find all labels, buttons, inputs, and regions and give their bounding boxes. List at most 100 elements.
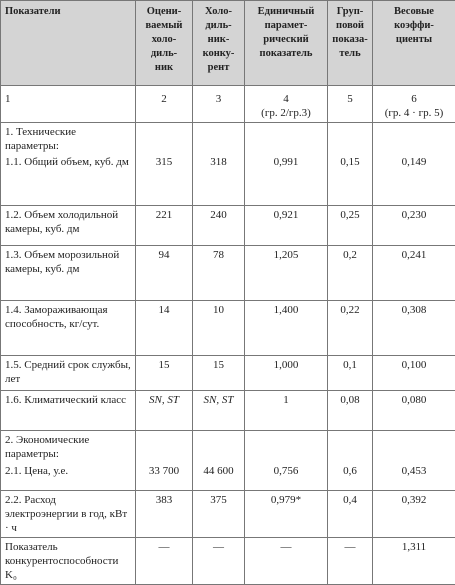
cell-text: —: [197, 540, 240, 554]
row-label: 1.3. Объем морозильной камеры, куб. дм: [1, 245, 136, 300]
cell-text: рический: [249, 33, 323, 47]
numbering-cell: 6(гр. 4 · гр. 5): [373, 86, 455, 123]
cell-text: 0,979*: [249, 493, 323, 507]
value-cell: 10: [193, 300, 245, 355]
cell-text: Оцени-: [140, 5, 188, 19]
cell-text: 2. Экономические параметры:: [5, 433, 131, 461]
cell-text: 0,756: [249, 464, 323, 478]
cell-text: 0,230: [377, 208, 451, 222]
cell-text: 0,149: [377, 155, 451, 169]
value-cell: 0,6: [328, 462, 373, 490]
cell-text: 3: [197, 92, 240, 106]
cell-text: 4: [249, 92, 323, 106]
value-cell: [193, 430, 245, 462]
cell-text: 94: [140, 248, 188, 262]
value-cell: 15: [136, 355, 193, 390]
cell-text: 0,392: [377, 493, 451, 507]
cell-text: (гр. 4 · гр. 5): [377, 106, 451, 120]
row-label: 1.4. Замораживающая способность, кг/сут.: [1, 300, 136, 355]
cell-text: повой: [332, 19, 368, 33]
cell-text: 14: [140, 303, 188, 317]
cell-text: —: [140, 540, 188, 554]
value-cell: 0,2: [328, 245, 373, 300]
cell-text: 1.6. Климатический класс: [5, 393, 131, 407]
value-cell: [136, 430, 193, 462]
value-cell: [328, 123, 373, 154]
value-cell: 1,400: [245, 300, 328, 355]
cell-text: конку-: [197, 47, 240, 61]
value-cell: 1,311: [373, 537, 455, 584]
value-cell: 0,230: [373, 205, 455, 245]
cell-text: 0,308: [377, 303, 451, 317]
cell-text: 0,991: [249, 155, 323, 169]
value-cell: 33 700: [136, 462, 193, 490]
data-row: 1.3. Объем морозильной камеры, куб. дм 94…: [1, 245, 455, 300]
cell-text: 1.5. Средний срок службы, лет: [5, 358, 131, 386]
cell-text: 0,921: [249, 208, 323, 222]
cell-text: коэффи-: [377, 19, 451, 33]
cell-text: диль-: [197, 19, 240, 33]
cell-text: 315: [140, 155, 188, 169]
cell-text: Холо-: [197, 5, 240, 19]
cell-text: 78: [197, 248, 240, 262]
value-cell: 0,25: [328, 205, 373, 245]
cell-text: циенты: [377, 33, 451, 47]
row-label: 1.2. Объем холодильной камеры, куб. дм: [1, 205, 136, 245]
cell-text: 1,205: [249, 248, 323, 262]
row-label: 1.6. Климатический класс: [1, 390, 136, 430]
cell-text: SN, ST: [140, 393, 188, 407]
data-row: 2.2. Расход электроэнергии в год, кВт · …: [1, 490, 455, 537]
value-cell: 94: [136, 245, 193, 300]
cell-text: парамет-: [249, 19, 323, 33]
cell-text: ник: [140, 61, 188, 75]
value-cell: [245, 430, 328, 462]
value-cell: 0,08: [328, 390, 373, 430]
cell-text: 33 700: [140, 464, 188, 478]
numbering-cell: 5: [328, 86, 373, 123]
numbering-cell: 1: [1, 86, 136, 123]
value-cell: 0,1: [328, 355, 373, 390]
cell-text: 0,08: [332, 393, 368, 407]
cell-text: 5: [332, 92, 368, 106]
header-cell: Холо-диль-ник-конку-рент: [193, 1, 245, 86]
row-label: 2.1. Цена, у.е.: [1, 462, 136, 490]
value-cell: 375: [193, 490, 245, 537]
cell-text: 0,2: [332, 248, 368, 262]
cell-text: 0,080: [377, 393, 451, 407]
value-cell: 1: [245, 390, 328, 430]
cell-text: 0,15: [332, 155, 368, 169]
row-label: 1.5. Средний срок службы, лет: [1, 355, 136, 390]
value-cell: 0,979*: [245, 490, 328, 537]
cell-text: ник-: [197, 33, 240, 47]
row-label: 1. Технические параметры:: [1, 123, 136, 154]
cell-text: 383: [140, 493, 188, 507]
cell-text: 0,4: [332, 493, 368, 507]
cell-text: 375: [197, 493, 240, 507]
value-cell: [245, 123, 328, 154]
cell-text: показа-: [332, 33, 368, 47]
cell-text: 1: [5, 92, 131, 106]
cell-text: (гр. 2/гр.3): [249, 106, 323, 120]
value-cell: 0,241: [373, 245, 455, 300]
cell-text: Показатель конкурентоспособности K₀: [5, 540, 131, 582]
value-cell: 0,756: [245, 462, 328, 490]
value-cell: 0,149: [373, 153, 455, 205]
value-cell: 0,921: [245, 205, 328, 245]
cell-text: 318: [197, 155, 240, 169]
cell-text: —: [332, 540, 368, 554]
value-cell: [136, 123, 193, 154]
cell-text: Показатели: [5, 5, 131, 19]
cell-text: 0,241: [377, 248, 451, 262]
value-cell: 0,080: [373, 390, 455, 430]
section-row: 2. Экономические параметры:: [1, 430, 455, 462]
row-label: Показатель конкурентоспособности K₀: [1, 537, 136, 584]
value-cell: 0,4: [328, 490, 373, 537]
